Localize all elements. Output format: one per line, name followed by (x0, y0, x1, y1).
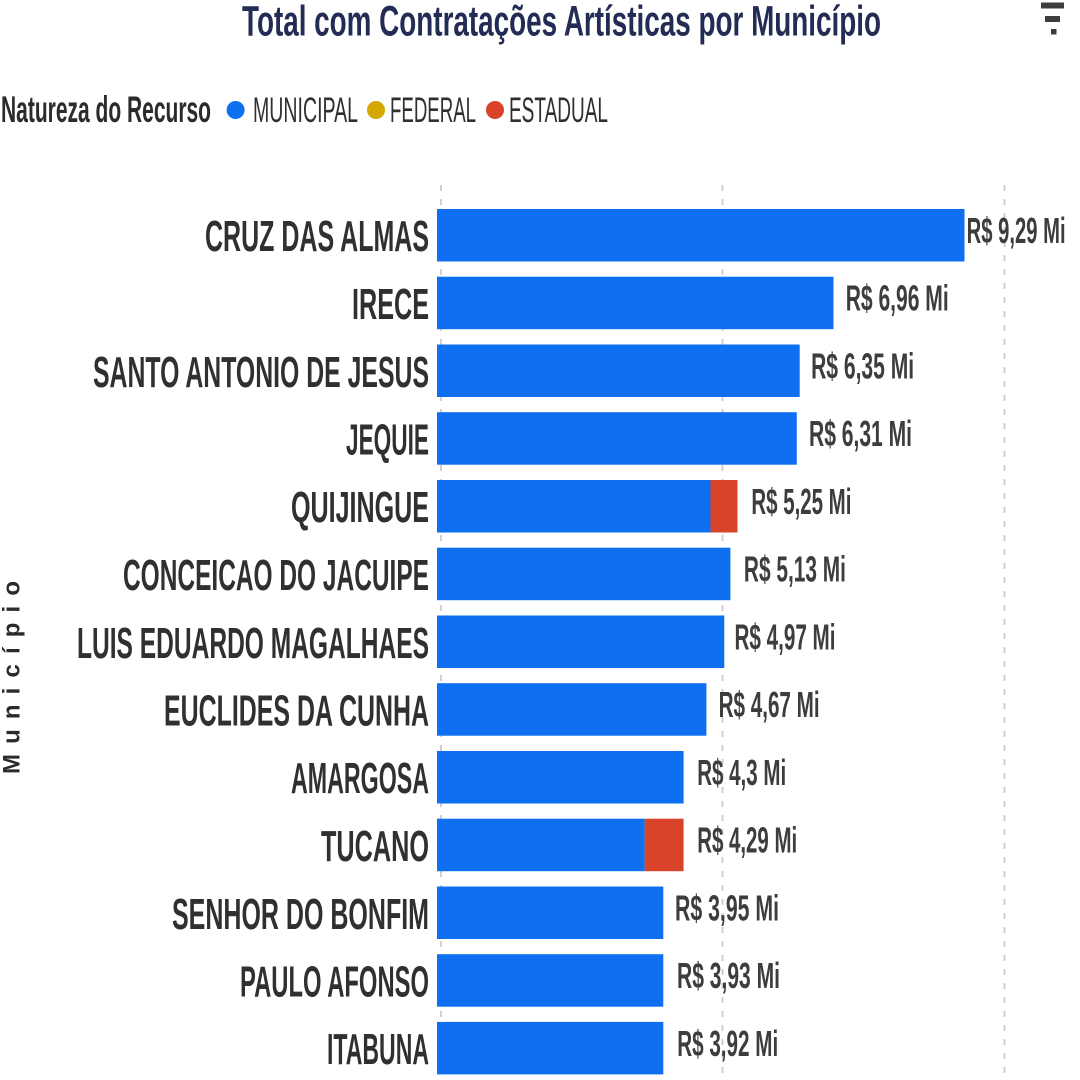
svg-text:R$ 4,67 Mi: R$ 4,67 Mi (719, 684, 820, 725)
svg-text:Município: Município (0, 581, 26, 774)
svg-text:CRUZ DAS ALMAS: CRUZ DAS ALMAS (205, 212, 429, 261)
svg-text:Total com Contratações Artísti: Total com Contratações Artísticas por Mu… (242, 0, 881, 46)
svg-text:R$ 5,13 Mi: R$ 5,13 Mi (744, 549, 846, 590)
svg-text:ITABUNA: ITABUNA (327, 1025, 429, 1074)
svg-text:PAULO AFONSO: PAULO AFONSO (240, 958, 429, 1007)
svg-text:R$ 6,31 Mi: R$ 6,31 Mi (809, 413, 912, 454)
svg-text:R$ 4,97 Mi: R$ 4,97 Mi (735, 617, 836, 658)
svg-text:R$ 4,3 Mi: R$ 4,3 Mi (697, 752, 786, 793)
svg-text:SENHOR DO BONFIM: SENHOR DO BONFIM (172, 890, 429, 939)
svg-text:JEQUIE: JEQUIE (346, 415, 429, 464)
svg-text:R$ 3,93 Mi: R$ 3,93 Mi (677, 955, 780, 996)
svg-text:CONCEICAO DO JACUIPE: CONCEICAO DO JACUIPE (123, 551, 429, 600)
svg-text:Natureza do Recurso: Natureza do Recurso (1, 89, 211, 130)
svg-text:TUCANO: TUCANO (321, 822, 429, 871)
svg-text:AMARGOSA: AMARGOSA (291, 754, 429, 803)
svg-text:R$ 6,35 Mi: R$ 6,35 Mi (811, 346, 914, 387)
svg-text:R$ 3,92 Mi: R$ 3,92 Mi (677, 1023, 778, 1064)
svg-text:MUNICIPAL: MUNICIPAL (253, 91, 358, 130)
svg-text:LUIS EDUARDO MAGALHAES: LUIS EDUARDO MAGALHAES (77, 619, 429, 668)
svg-text:ESTADUAL: ESTADUAL (509, 91, 608, 130)
svg-text:IRECE: IRECE (352, 280, 429, 329)
svg-text:R$ 3,95 Mi: R$ 3,95 Mi (675, 888, 779, 929)
svg-text:SANTO ANTONIO DE JESUS: SANTO ANTONIO DE JESUS (93, 348, 429, 397)
svg-text:EUCLIDES DA CUNHA: EUCLIDES DA CUNHA (164, 687, 429, 736)
svg-text:R$ 6,96 Mi: R$ 6,96 Mi (846, 278, 949, 319)
svg-text:R$ 4,29 Mi: R$ 4,29 Mi (697, 820, 797, 861)
svg-text:R$ 5,25 Mi: R$ 5,25 Mi (751, 481, 851, 522)
svg-text:R$ 9,29 Mi: R$ 9,29 Mi (967, 210, 1066, 251)
svg-text:QUIJINGUE: QUIJINGUE (291, 483, 429, 532)
svg-text:FEDERAL: FEDERAL (390, 91, 476, 130)
